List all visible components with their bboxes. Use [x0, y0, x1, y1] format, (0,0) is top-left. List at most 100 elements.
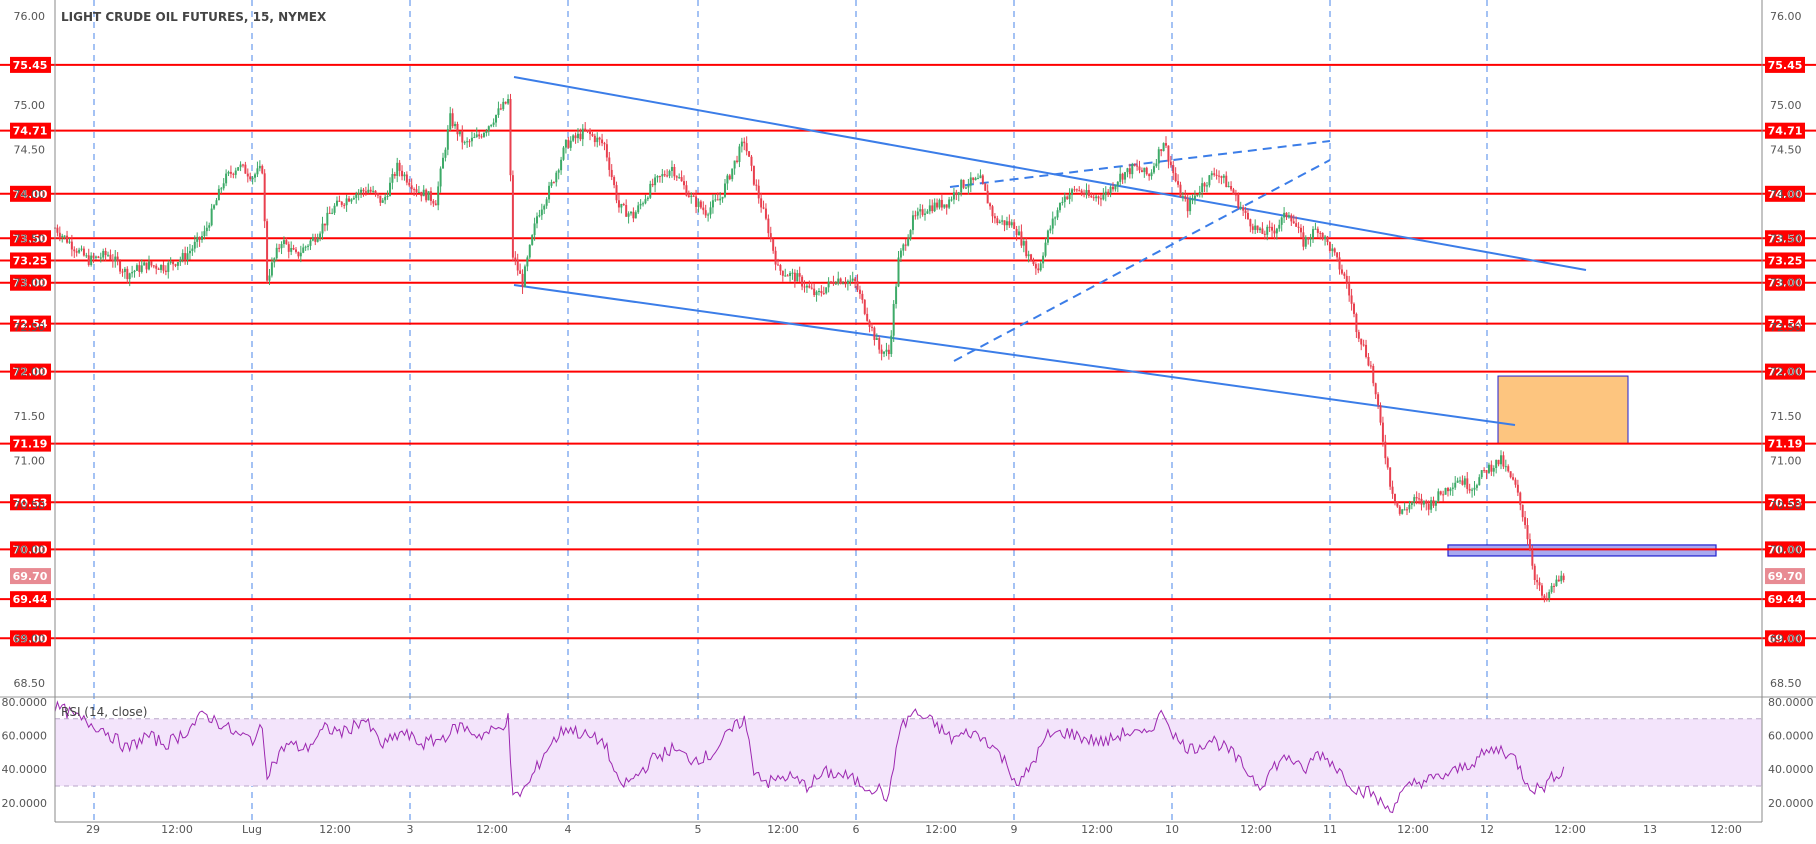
candle-body — [972, 177, 975, 181]
candle-body — [256, 168, 259, 175]
candle-body — [789, 273, 792, 276]
candle-body — [1485, 470, 1488, 473]
candle-body — [825, 287, 828, 294]
candle-body — [1273, 230, 1276, 234]
candle-body — [473, 136, 476, 138]
candle-body — [1266, 226, 1269, 235]
candle-body — [68, 241, 71, 243]
candle-body — [1483, 470, 1486, 472]
candle-body — [846, 280, 849, 284]
candle-body — [150, 261, 153, 266]
candle-body — [940, 199, 943, 208]
candle-body — [991, 206, 994, 217]
candle-body — [1242, 207, 1245, 211]
candle-body — [1516, 484, 1519, 493]
candle-body — [1177, 181, 1180, 185]
candle-body — [926, 211, 929, 214]
x-tick-18: 12:00 — [1554, 823, 1586, 836]
candle-body — [82, 248, 85, 256]
y-tick-right-10: 70.50 — [1770, 499, 1802, 512]
candle-body — [1097, 196, 1100, 199]
level-badge-right-3 — [1765, 230, 1805, 247]
candle-body — [526, 257, 529, 267]
level-badge-left-9 — [10, 494, 51, 511]
candle-body — [268, 275, 271, 281]
trendlines — [513, 76, 1587, 426]
y-tick-right-13: 68.50 — [1770, 677, 1802, 690]
candle-body — [1244, 210, 1247, 213]
level-label-left-4: 73.25 — [13, 254, 48, 267]
candle-body — [1208, 175, 1211, 186]
candle-body — [432, 200, 435, 204]
y-tick-left-3: 74.00 — [14, 188, 46, 201]
candle-body — [755, 184, 758, 186]
candle-body — [955, 192, 958, 195]
candle-body — [348, 198, 351, 202]
candle-body — [519, 270, 522, 274]
level-label-right-6: 72.54 — [1768, 318, 1803, 331]
candle-body — [907, 238, 910, 246]
x-tick-0: 29 — [86, 823, 100, 836]
candle-body — [492, 122, 495, 125]
candle-body — [140, 265, 143, 272]
candle-body — [899, 250, 902, 258]
candle-body — [1018, 231, 1020, 236]
candle-body — [781, 270, 784, 276]
candle-body — [977, 178, 980, 180]
candle-body — [239, 164, 242, 168]
x-tick-12: 12:00 — [1081, 823, 1113, 836]
candle-body — [1210, 173, 1213, 176]
candle-body — [810, 287, 813, 289]
candle-body — [791, 272, 794, 274]
candle-body — [116, 256, 119, 262]
candle-body — [314, 237, 317, 242]
candle-body — [1504, 466, 1507, 468]
candle-body — [560, 159, 563, 171]
candle-body — [220, 188, 223, 190]
candle-body — [167, 262, 170, 272]
candle-body — [678, 177, 681, 179]
candle-body — [579, 133, 582, 140]
candle-body — [1251, 226, 1254, 230]
candle-body — [249, 176, 252, 180]
candle-body — [280, 244, 283, 249]
candle-body — [319, 233, 322, 239]
candle-body — [1261, 228, 1264, 234]
candle-body — [128, 273, 131, 280]
candle-body — [176, 262, 179, 266]
candle-body — [379, 195, 382, 203]
y-tick-left-11: 70.00 — [14, 543, 46, 556]
candle-body — [1259, 228, 1261, 231]
candle-body — [1490, 464, 1493, 472]
candle-body — [1444, 488, 1447, 495]
candle-body — [1186, 198, 1189, 212]
candle-body — [316, 238, 319, 242]
candle-body — [986, 190, 989, 204]
candle-body — [1473, 487, 1476, 490]
candle-body — [391, 174, 394, 183]
candle-body — [1475, 485, 1478, 488]
candle-body — [340, 201, 343, 205]
x-tick-6: 4 — [565, 823, 572, 836]
candle-body — [309, 240, 312, 246]
candle-body — [1008, 221, 1011, 226]
level-label-left-7: 72.00 — [13, 366, 48, 379]
candle-body — [1500, 455, 1502, 465]
candle-body — [593, 135, 596, 143]
candle-body — [1167, 145, 1170, 162]
x-tick-16: 12:00 — [1397, 823, 1429, 836]
candle-body — [921, 209, 924, 215]
candle-body — [711, 200, 714, 208]
candle-body — [887, 349, 890, 355]
level-badge-left-0 — [10, 56, 51, 73]
level-label-right-3: 73.50 — [1768, 232, 1803, 245]
rsi-tick-right-0: 80.0000 — [1768, 696, 1814, 709]
candle-body — [1497, 459, 1500, 465]
candle-body — [504, 101, 507, 104]
candle-body — [1369, 365, 1372, 367]
candle-body — [1299, 227, 1302, 233]
candle-body — [589, 130, 592, 135]
candle-body — [1478, 477, 1481, 486]
candle-body — [745, 143, 748, 152]
candle-body — [191, 248, 194, 251]
